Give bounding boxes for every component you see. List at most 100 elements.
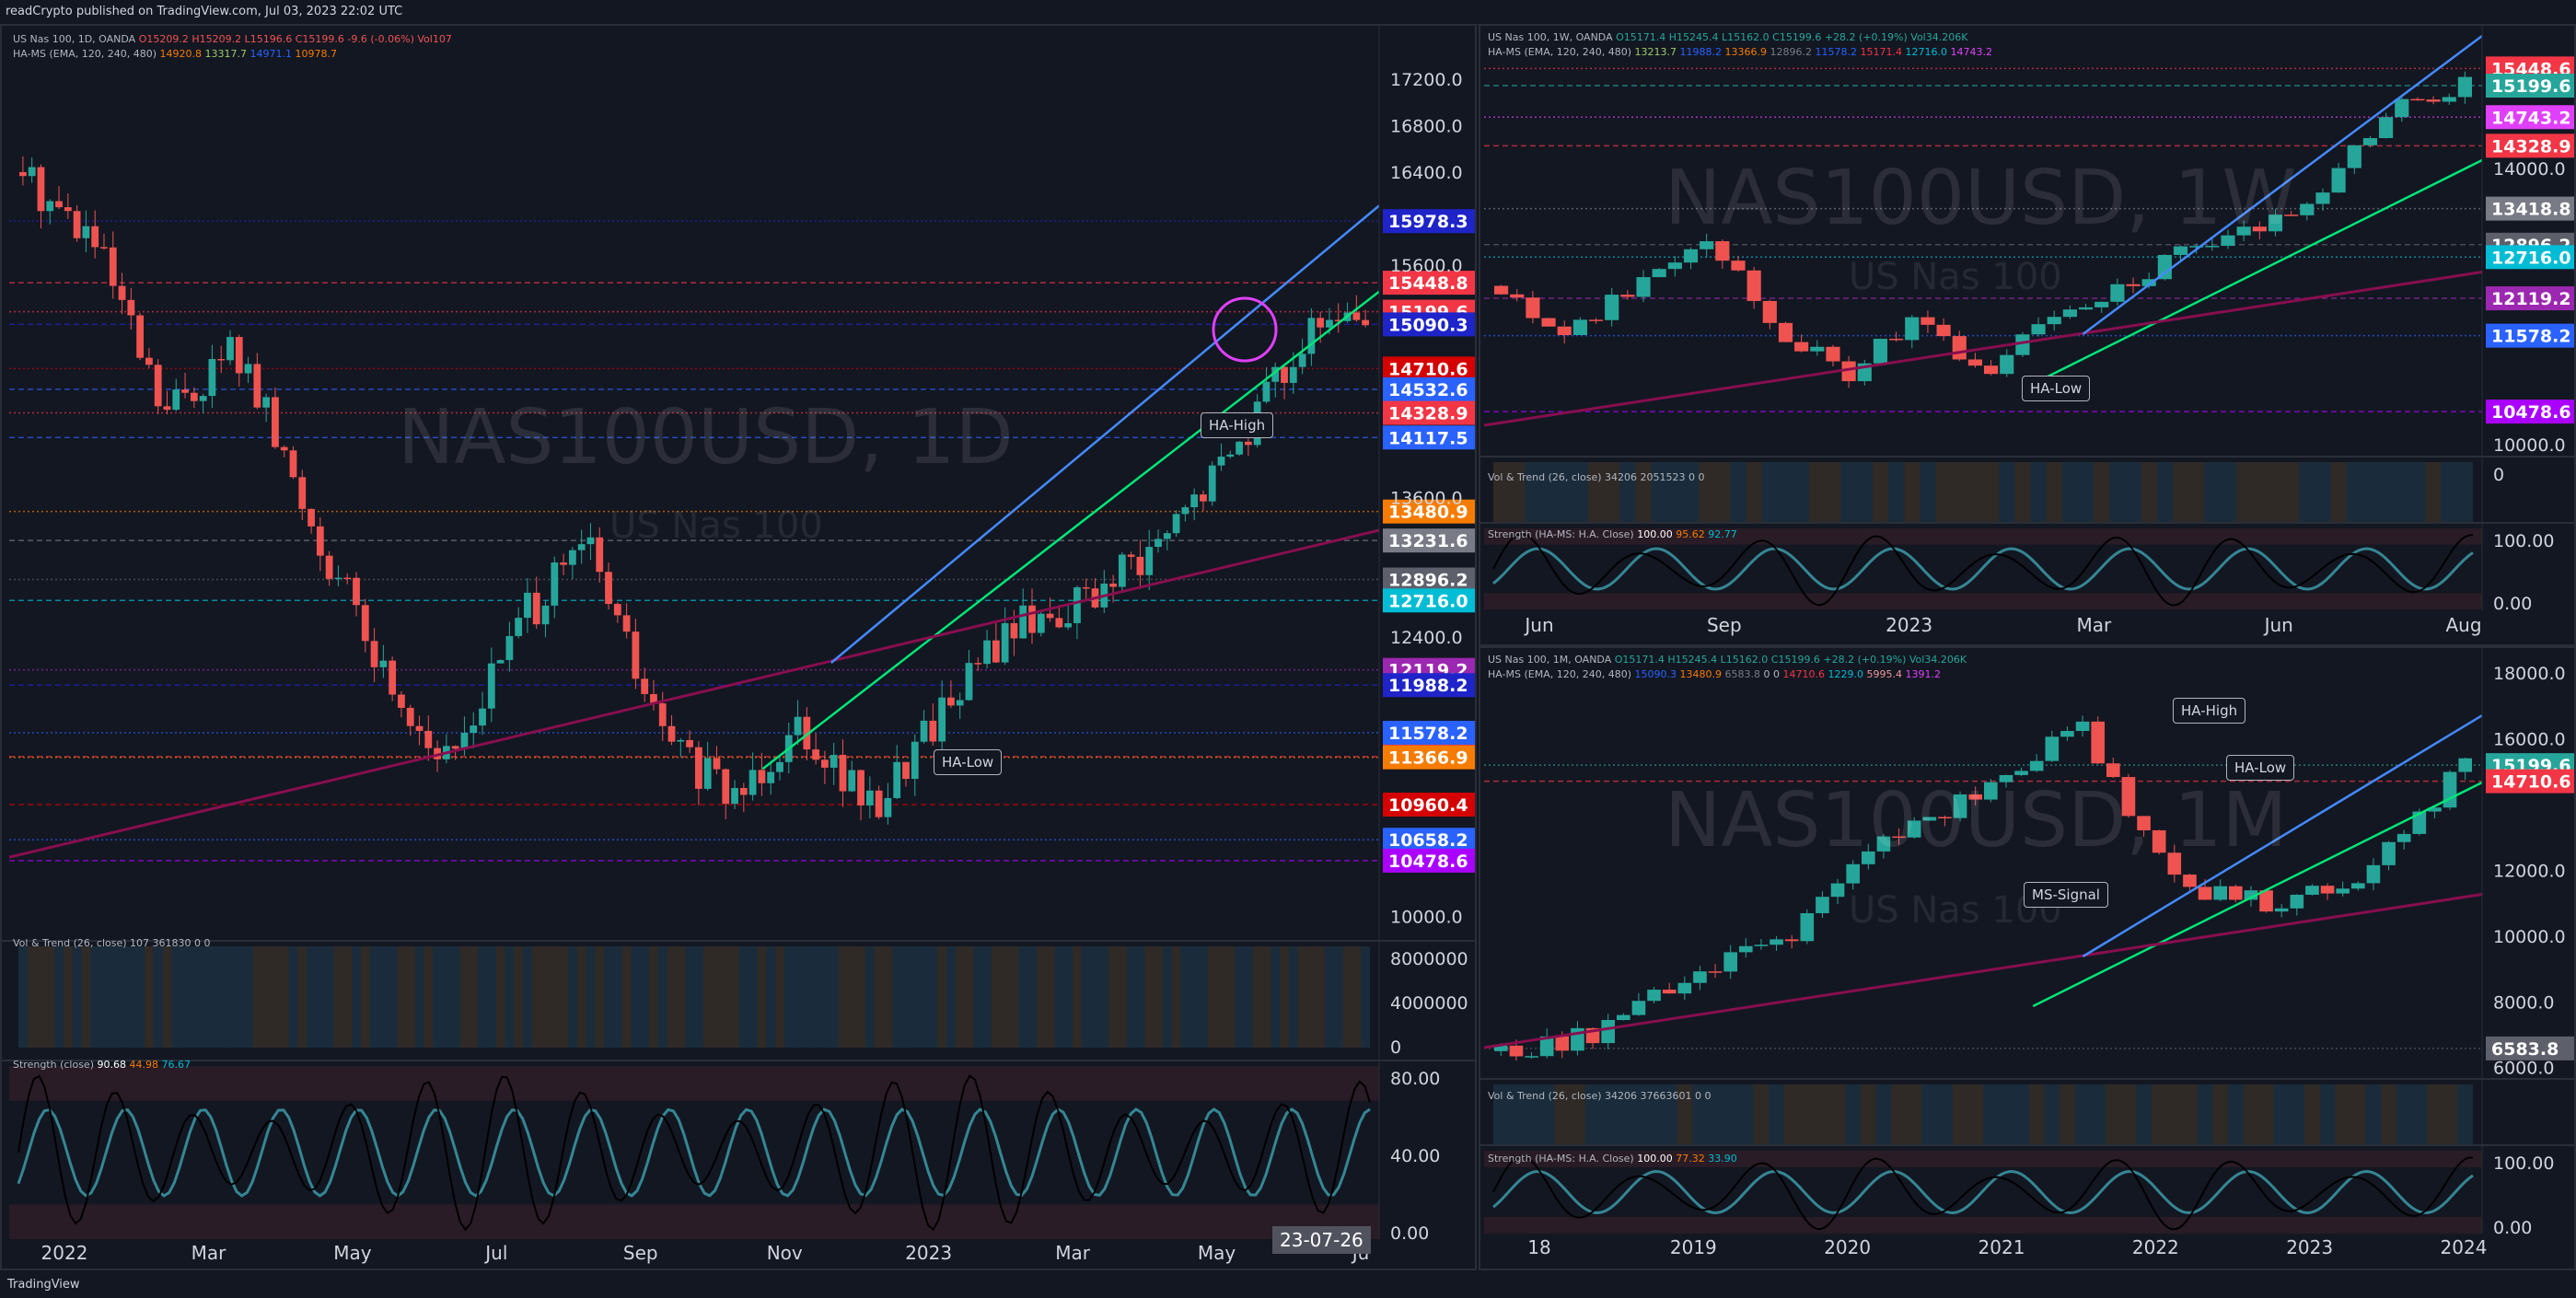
trend-bg-bar xyxy=(1352,946,1362,1048)
candle-body xyxy=(1572,319,1587,335)
trend-bg-bar xyxy=(2425,462,2442,523)
trend-bg-bar xyxy=(2299,462,2315,523)
trend-bg-bar xyxy=(1904,462,1920,523)
trend-bg-bar xyxy=(1524,1084,1539,1145)
price-level-tag xyxy=(1383,721,1475,746)
weekly-legend-row1: US Nas 100, 1W, OANDA O15171.4 H15245.4 … xyxy=(1488,31,1967,43)
trend-bg-bar xyxy=(2120,1084,2137,1145)
candle-body xyxy=(1494,285,1509,295)
strength-oversold-zone xyxy=(1484,593,2482,609)
trend-bg-bar xyxy=(1952,1084,1968,1145)
trend-bg-bar xyxy=(531,946,541,1048)
weekly-ma-4: 12896.2 xyxy=(1770,46,1813,58)
trend-bg-bar xyxy=(901,946,911,1048)
daily-ma-4: 10978.7 xyxy=(295,48,338,60)
trend-bg-bar xyxy=(1793,462,1810,523)
monthly-ma-8: 5995.4 xyxy=(1866,668,1903,680)
strength-fill-line xyxy=(1492,1169,2474,1215)
weekly-strength-title: Strength (HA-MS: H.A. Close) xyxy=(1488,528,1634,540)
trend-bg-bar xyxy=(2409,462,2426,523)
price-level-tag xyxy=(1383,828,1475,852)
daily-chart-panel[interactable]: 15978.315448.815199.615090.314710.614532… xyxy=(0,24,1477,1270)
trend-bg-bar xyxy=(1036,946,1046,1048)
x-tick-label: 2024 xyxy=(2441,1236,2488,1258)
price-level-label: 11578.2 xyxy=(1388,724,1468,744)
price-level-tag xyxy=(1383,499,1475,524)
trend-bg-bar xyxy=(1117,946,1127,1048)
trend-bg-bar xyxy=(1073,946,1082,1048)
monthly-chart-panel[interactable]: 15199.6 14710.6 6583.8 18000.0 16000.0 12000.… xyxy=(1479,646,2576,1270)
candle-body xyxy=(2121,777,2136,817)
trend-bg-bar xyxy=(450,946,460,1048)
candle-body xyxy=(1136,556,1144,575)
candle-body xyxy=(577,544,586,550)
candle-body xyxy=(1762,300,1777,323)
trend-bg-bar xyxy=(1252,946,1262,1048)
weekly-high: H15245.4 xyxy=(1668,31,1719,43)
daily-vol-v3: 0 xyxy=(194,937,202,949)
weekly-legend-row2: HA-MS (EMA, 120, 240, 480) 13213.7 11988… xyxy=(1488,46,1992,58)
candle-body xyxy=(1700,241,1714,249)
daily-str-v2: 44.98 xyxy=(129,1059,159,1071)
candle-body xyxy=(208,358,216,397)
monthly-high: H15245.4 xyxy=(1667,654,1718,666)
monthly-watermark: NAS100USD, 1M xyxy=(1665,777,2288,864)
trend-bg-bar xyxy=(388,946,398,1048)
candle-body xyxy=(2351,883,2365,889)
candle-body xyxy=(1509,1045,1524,1057)
candle-body xyxy=(2379,117,2394,138)
trend-bg-bar xyxy=(324,946,334,1048)
candle-body xyxy=(695,747,702,789)
candle-body xyxy=(1652,269,1666,278)
daily-chart-svg[interactable]: 15978.315448.815199.615090.314710.614532… xyxy=(2,26,1477,1270)
candle-body xyxy=(1677,982,1692,994)
y-tick-label: 12400.0 xyxy=(1390,628,1463,648)
trend-bg-bar xyxy=(1342,946,1352,1048)
candle-body xyxy=(1001,622,1009,663)
candle-body xyxy=(667,725,676,742)
candle-body xyxy=(1289,366,1297,383)
trend-bg-bar xyxy=(1825,462,1841,523)
weekly-chart-panel[interactable]: 15448.615199.614743.214328.913418.812896… xyxy=(1479,24,2576,646)
candle-body xyxy=(2410,99,2425,101)
price-level-tag xyxy=(2486,105,2574,130)
y-tick-label: 13600.0 xyxy=(1390,489,1463,509)
candle-body xyxy=(1298,353,1306,367)
trend-bg-bar xyxy=(964,946,974,1048)
monthly-chart-svg[interactable]: 15199.614710.66583.818000.016000.012000.… xyxy=(1480,648,2576,1270)
candle-body xyxy=(758,770,766,783)
candle-body xyxy=(2014,771,2028,775)
candle-body xyxy=(857,770,864,805)
trend-bg-bar xyxy=(1162,946,1172,1048)
trend-bg-bar xyxy=(1306,946,1317,1048)
candle-body xyxy=(622,615,631,632)
monthly-low: L15162.0 xyxy=(1720,654,1769,666)
trend-bg-bar xyxy=(2204,462,2221,523)
candle-body xyxy=(1601,1019,1615,1044)
trend-bg-bar xyxy=(81,946,91,1048)
candle-body xyxy=(992,640,1000,663)
trend-bg-bar xyxy=(1829,1084,1846,1145)
trend-bg-bar xyxy=(1180,946,1190,1048)
trend-bg-bar xyxy=(198,946,208,1048)
trend-bg-bar xyxy=(2077,462,2094,523)
candle-body xyxy=(2213,886,2227,900)
trend-bg-bar xyxy=(783,946,794,1048)
trend-bg-bar xyxy=(180,946,190,1048)
trend-bg-bar xyxy=(702,946,713,1048)
daily-symbol: US Nas 100, 1D, OANDA xyxy=(13,33,136,45)
strength-main-line xyxy=(1492,1155,2473,1231)
trend-bg-bar xyxy=(2378,462,2395,523)
candle-body xyxy=(767,771,775,783)
price-level-label: 13418.8 xyxy=(2491,200,2571,220)
trend-bg-bar xyxy=(559,946,568,1048)
weekly-chart-svg[interactable]: 15448.615199.614743.214328.913418.812896… xyxy=(1480,26,2576,646)
trend-bg-bar xyxy=(459,946,470,1048)
trend-bg-bar xyxy=(2172,462,2189,523)
candle-body xyxy=(2236,226,2251,236)
trend-bg-bar xyxy=(1983,462,2000,523)
candle-body xyxy=(2268,214,2283,232)
candle-body xyxy=(298,477,307,509)
candle-body xyxy=(2106,763,2120,778)
candle-body xyxy=(1352,312,1361,320)
